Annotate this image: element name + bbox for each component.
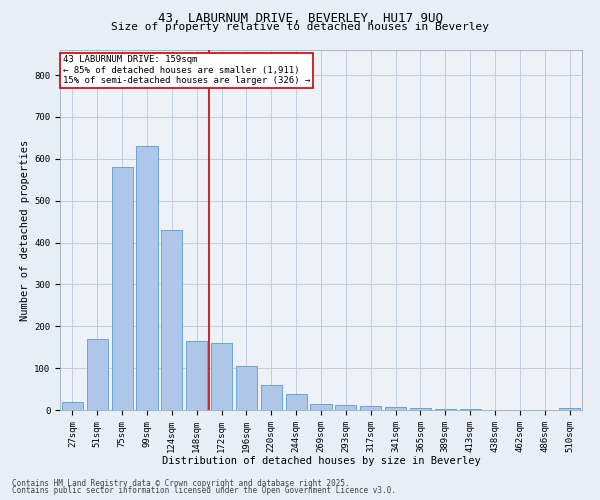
- Bar: [261, 385, 282, 410]
- Bar: [310, 404, 332, 410]
- Y-axis label: Number of detached properties: Number of detached properties: [20, 140, 30, 320]
- Text: Size of property relative to detached houses in Beverley: Size of property relative to detached ho…: [111, 22, 489, 32]
- Bar: [62, 402, 83, 410]
- Bar: [112, 167, 133, 410]
- Bar: [87, 339, 108, 410]
- Text: 43 LABURNUM DRIVE: 159sqm
← 85% of detached houses are smaller (1,911)
15% of se: 43 LABURNUM DRIVE: 159sqm ← 85% of detac…: [62, 56, 310, 85]
- Bar: [335, 404, 356, 410]
- Text: 43, LABURNUM DRIVE, BEVERLEY, HU17 9UQ: 43, LABURNUM DRIVE, BEVERLEY, HU17 9UQ: [157, 12, 443, 26]
- Bar: [236, 366, 257, 410]
- Bar: [559, 408, 580, 410]
- Bar: [435, 408, 456, 410]
- Bar: [136, 146, 158, 410]
- Bar: [410, 408, 431, 410]
- Bar: [186, 341, 207, 410]
- Bar: [161, 230, 182, 410]
- Bar: [286, 394, 307, 410]
- Text: Contains public sector information licensed under the Open Government Licence v3: Contains public sector information licen…: [12, 486, 396, 495]
- Bar: [385, 406, 406, 410]
- Bar: [460, 409, 481, 410]
- Bar: [211, 343, 232, 410]
- X-axis label: Distribution of detached houses by size in Beverley: Distribution of detached houses by size …: [161, 456, 481, 466]
- Bar: [360, 406, 381, 410]
- Text: Contains HM Land Registry data © Crown copyright and database right 2025.: Contains HM Land Registry data © Crown c…: [12, 478, 350, 488]
